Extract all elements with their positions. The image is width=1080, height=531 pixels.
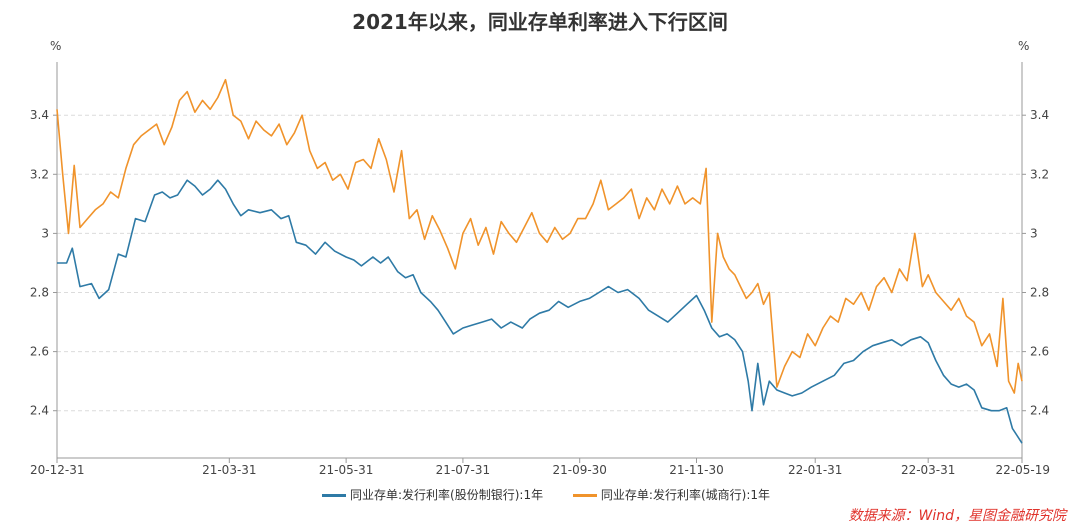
x-tick-label: 22-01-31 [788,463,842,477]
y-tick-label-right: 3 [1030,226,1038,240]
y-unit-left: % [50,39,61,53]
legend-item-joint-stock: 同业存单:发行利率(股份制银行):1年 [322,486,543,503]
series-line-1 [56,78,1023,394]
data-source-note: 数据来源：Wind，星图金融研究院 [848,508,1067,524]
y-tick-label-right: 2.6 [1030,345,1049,359]
legend-swatch-city-commercial [572,494,597,497]
y-tick-label-left: 2.8 [30,286,49,300]
series-lines [56,78,1023,444]
y-tick-label-right: 3.4 [1030,108,1049,122]
legend-swatch-joint-stock [322,494,346,497]
chart-title: 2021年以来，同业存单利率进入下行区间 [352,10,728,34]
x-tick-label: 22-05-19 [996,463,1050,477]
legend-label-joint-stock: 同业存单:发行利率(股份制银行):1年 [350,488,544,502]
x-tick-label: 21-03-31 [202,463,256,477]
legend-item-city-commercial: 同业存单:发行利率(城商行):1年 [572,486,771,503]
x-tick-label: 22-03-31 [901,463,955,477]
series-line-0 [57,179,1023,444]
y-axis-right: 2.4 2.6 2.8 3 3.2 3.4 [1030,108,1049,418]
y-tick-label-left: 2.6 [30,345,49,359]
x-axis: 20-12-31 21-03-31 21-05-31 21-07-31 21-09-30… [30,463,1050,477]
y-tick-label-left: 2.4 [30,404,49,418]
legend: 同业存单:发行利率(股份制银行):1年 同业存单:发行利率(城商行):1年 [322,486,796,503]
y-axis-left: 2.4 2.6 2.8 3 3.2 3.4 [30,108,49,418]
y-unit-right: % [1018,39,1029,53]
y-tick-label-right: 2.8 [1030,286,1049,300]
legend-label-city-commercial: 同业存单:发行利率(城商行):1年 [600,488,771,502]
y-tick-label-left: 3.2 [30,167,49,181]
y-tick-label-right: 3.2 [1030,167,1049,181]
x-tick-label: 21-09-30 [552,463,606,477]
y-tick-label-left: 3 [41,226,49,240]
x-tick-label: 21-07-31 [436,463,490,477]
x-tick-label: 20-12-31 [30,463,84,477]
x-tick-label: 21-11-30 [669,463,723,477]
axes [53,62,1026,463]
grid-lines [57,114,1022,412]
y-tick-label-right: 2.4 [1030,404,1049,418]
x-tick-label: 21-05-31 [319,463,373,477]
y-tick-label-left: 3.4 [30,108,49,122]
